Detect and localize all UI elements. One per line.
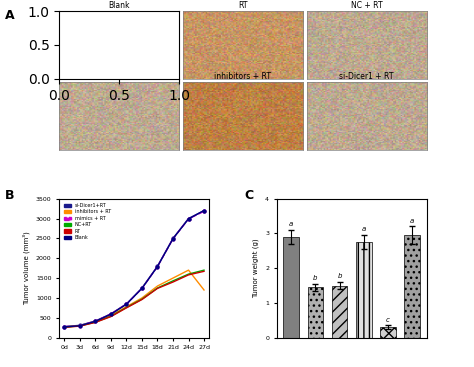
- Y-axis label: Tumor volume (mm³): Tumor volume (mm³): [23, 231, 30, 305]
- Bar: [283, 237, 299, 338]
- Text: b: b: [337, 273, 342, 279]
- Title: mimics + RT: mimics + RT: [95, 72, 143, 81]
- Text: b: b: [313, 275, 318, 281]
- Bar: [356, 242, 372, 338]
- Title: si-Dicer1 + RT: si-Dicer1 + RT: [339, 72, 394, 81]
- Text: a: a: [410, 218, 414, 224]
- Text: a: a: [362, 226, 366, 232]
- Title: inhibitors + RT: inhibitors + RT: [214, 72, 272, 81]
- Title: RT: RT: [238, 1, 248, 10]
- Bar: [308, 287, 323, 338]
- Text: B: B: [5, 189, 14, 202]
- Title: Blank: Blank: [109, 1, 130, 10]
- Bar: [380, 327, 396, 338]
- Bar: [332, 286, 347, 338]
- Legend: si-Dicer1+RT, inhibitors + RT, mimics + RT, NC+RT, RT, Blank: si-Dicer1+RT, inhibitors + RT, mimics + …: [62, 201, 113, 242]
- Text: A: A: [5, 9, 14, 22]
- Title: NC + RT: NC + RT: [351, 1, 383, 10]
- Text: C: C: [244, 189, 253, 202]
- Text: c: c: [386, 317, 390, 323]
- Bar: [404, 235, 420, 338]
- Y-axis label: Tumor weight (g): Tumor weight (g): [253, 238, 259, 298]
- Text: a: a: [289, 221, 293, 227]
